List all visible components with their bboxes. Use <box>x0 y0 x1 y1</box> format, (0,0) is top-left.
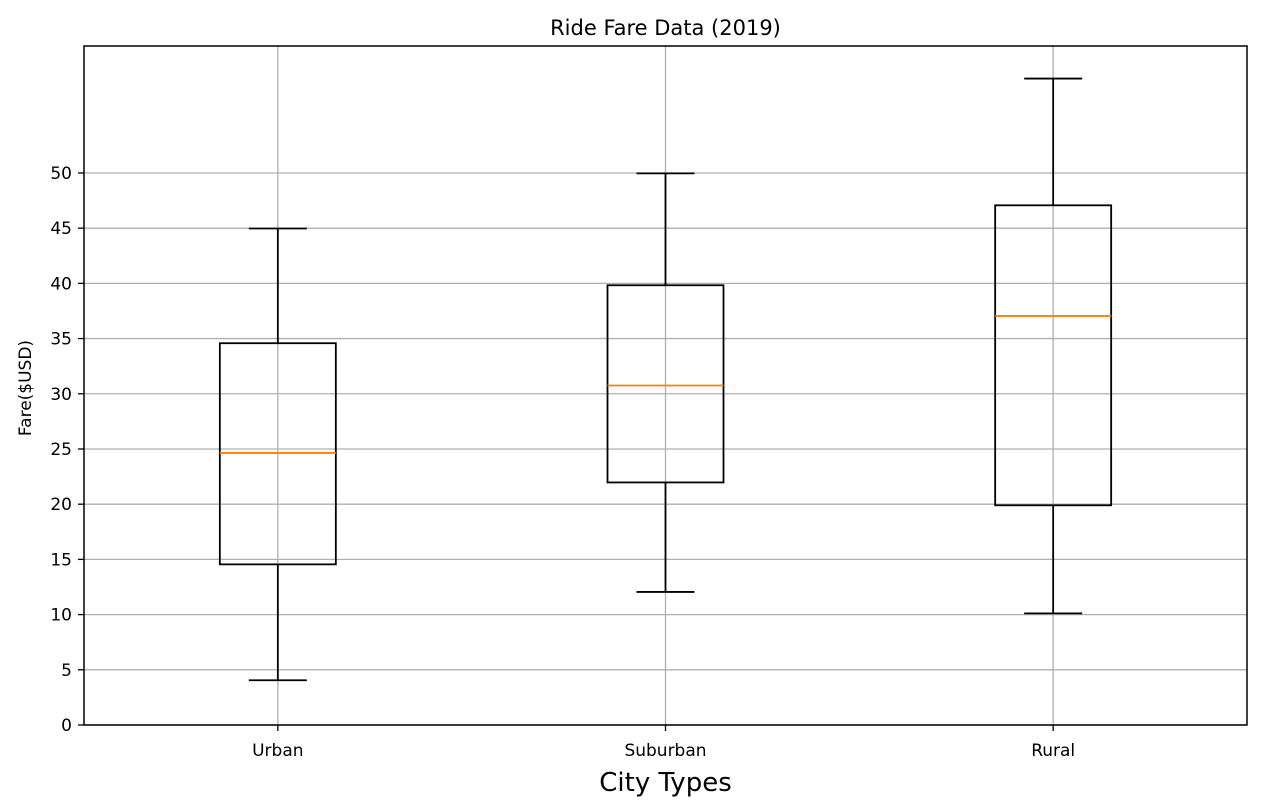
box-rural <box>994 77 1113 615</box>
y-tick-label: 15 <box>50 550 72 570</box>
y-tick-label: 50 <box>50 164 72 184</box>
y-tick-label: 30 <box>50 385 72 405</box>
y-tick-label: 20 <box>50 495 72 515</box>
y-tick-label: 45 <box>50 219 72 239</box>
y-tick-label: 40 <box>50 274 72 294</box>
iqr-box <box>994 204 1113 507</box>
box-urban <box>218 227 337 682</box>
y-tick-label: 10 <box>50 606 72 626</box>
x-tick-label: Urban <box>252 741 303 761</box>
box-plot-series <box>218 77 1113 682</box>
x-tick-label: Suburban <box>624 741 706 761</box>
axes: 0 5 10 15 20 25 30 35 40 45 50 Urban Suburban Rural <box>50 164 1075 761</box>
y-tick-label: 35 <box>50 330 72 350</box>
y-tick-label: 0 <box>61 716 72 736</box>
iqr-box <box>606 284 725 484</box>
chart-title: Ride Fare Data (2019) <box>550 16 781 40</box>
y-axis-label: Fare($USD) <box>16 340 36 436</box>
y-tick-label: 5 <box>61 661 72 681</box>
x-axis-label: City Types <box>599 768 732 798</box>
box-suburban <box>606 172 725 593</box>
x-tick-label: Rural <box>1031 741 1075 761</box>
y-tick-label: 25 <box>50 440 72 460</box>
